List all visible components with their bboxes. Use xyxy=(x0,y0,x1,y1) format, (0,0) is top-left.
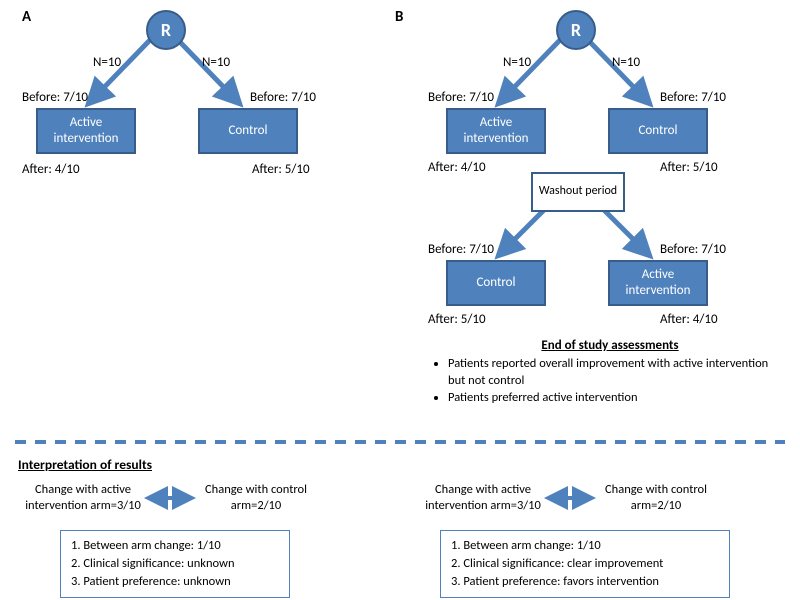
panel-b-after-right-top: After: 5/10 xyxy=(660,160,718,175)
panel-a-before-right: Before: 7/10 xyxy=(250,90,316,105)
interp-b-control: Change with control arm=2/10 xyxy=(596,482,716,513)
panel-a-box-active: Active intervention xyxy=(36,108,136,154)
panel-b-box-control-bot: Control xyxy=(446,260,546,306)
panel-b-before-left-top: Before: 7/10 xyxy=(428,90,494,105)
interp-a-active: Change with active intervention arm=3/10 xyxy=(18,482,148,513)
panel-b-random-node: R xyxy=(556,10,596,50)
panel-b-n-left: N=10 xyxy=(503,55,531,70)
assess-bullet-2: Patients preferred active intervention xyxy=(448,390,780,407)
interp-b-box: 1. Between arm change: 1/10 2. Clinical … xyxy=(440,530,730,598)
panel-b-after-left-top: After: 4/10 xyxy=(428,160,486,175)
panel-a-after-left: After: 4/10 xyxy=(22,162,80,177)
panel-b-before-right-bot: Before: 7/10 xyxy=(660,242,726,257)
panel-b-after-right-bot: After: 4/10 xyxy=(660,312,718,327)
interp-a-control: Change with control arm=2/10 xyxy=(196,482,316,513)
panel-a-n-left: N=10 xyxy=(93,55,121,70)
panel-b-box-active-bot: Active intervention xyxy=(608,260,708,306)
assessments-title: End of study assessments xyxy=(500,338,720,353)
panel-a-before-left: Before: 7/10 xyxy=(22,90,88,105)
panel-a-label: A xyxy=(22,8,31,26)
interp-a-line1: 1. Between arm change: 1/10 xyxy=(71,537,279,555)
interp-a-line3: 3. Patient preference: unknown xyxy=(71,573,279,591)
panel-b-after-left-bot: After: 5/10 xyxy=(428,312,486,327)
interp-a-line2: 2. Clinical significance: unknown xyxy=(71,555,279,573)
assess-bullet-1: Patients reported overall improvement wi… xyxy=(448,356,780,390)
panel-b-n-right: N=10 xyxy=(612,55,640,70)
interp-b-active: Change with active intervention arm=3/10 xyxy=(418,482,548,513)
interp-b-line2: 2. Clinical significance: clear improvem… xyxy=(451,555,719,573)
panel-b-before-right-top: Before: 7/10 xyxy=(660,90,726,105)
panel-b-box-active-top: Active intervention xyxy=(446,108,546,154)
panel-a-box-control: Control xyxy=(198,108,298,154)
diagram-canvas: { "colors": { "blue_fill": "#4f81bd", "b… xyxy=(0,0,800,600)
interp-b-line3: 3. Patient preference: favors interventi… xyxy=(451,573,719,591)
panel-b-before-left-bot: Before: 7/10 xyxy=(428,242,494,257)
interp-title: Interpretation of results xyxy=(18,456,152,473)
interp-b-line1: 1. Between arm change: 1/10 xyxy=(451,537,719,555)
interp-a-box: 1. Between arm change: 1/10 2. Clinical … xyxy=(60,530,290,598)
panel-b-label: B xyxy=(395,8,403,26)
panel-a-random-node: R xyxy=(146,10,186,50)
washout-box: Washout period xyxy=(531,172,625,212)
panel-a-after-right: After: 5/10 xyxy=(252,162,310,177)
assessments-bullets: Patients reported overall improvement wi… xyxy=(430,356,780,407)
panel-b-box-control-top: Control xyxy=(608,108,708,154)
panel-a-n-right: N=10 xyxy=(202,55,230,70)
